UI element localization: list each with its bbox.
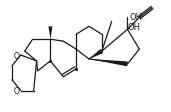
Text: OH: OH: [127, 23, 141, 32]
Polygon shape: [89, 59, 128, 67]
Text: O: O: [14, 51, 20, 60]
Polygon shape: [48, 27, 52, 40]
Text: O: O: [14, 86, 20, 95]
Polygon shape: [89, 50, 103, 59]
Text: OH: OH: [129, 13, 142, 22]
